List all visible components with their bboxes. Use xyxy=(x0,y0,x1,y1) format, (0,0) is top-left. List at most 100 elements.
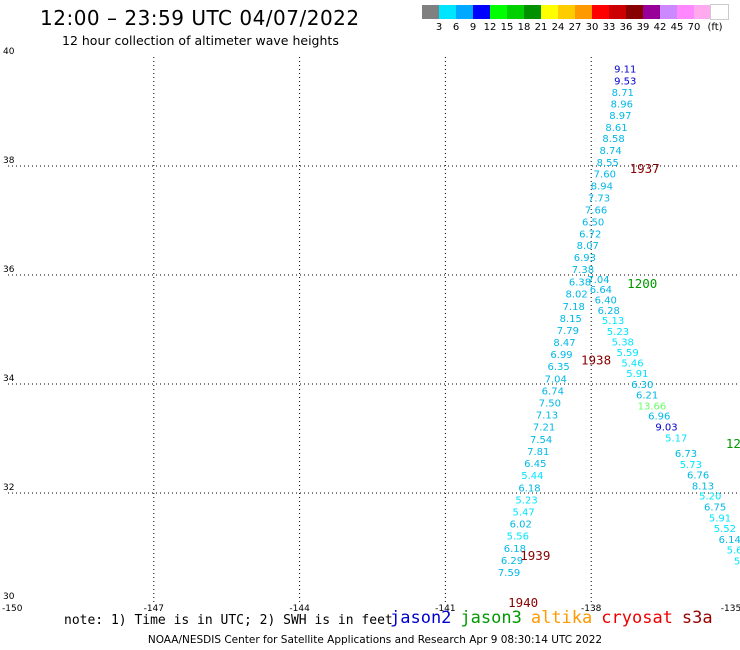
color-scale-label: 70 xyxy=(687,22,701,33)
footer-note: note: 1) Time is in UTC; 2) SWH is in fe… xyxy=(64,613,393,628)
color-scale-label: 9 xyxy=(469,22,477,33)
swh-value: 8.15 xyxy=(560,314,582,325)
satellite-name: s3a xyxy=(681,608,713,628)
color-swatch xyxy=(575,5,592,19)
y-tick-label: 40 xyxy=(3,47,15,57)
page-title: 12:00 – 23:59 UTC 04/07/2022 xyxy=(40,6,360,30)
color-swatch xyxy=(592,5,609,19)
color-swatch xyxy=(422,5,439,19)
swh-value: 5.23 xyxy=(607,327,629,338)
color-swatch xyxy=(643,5,660,19)
color-scale-label: 21 xyxy=(534,22,548,33)
swh-value: 8.74 xyxy=(600,146,622,157)
y-tick-label: 32 xyxy=(3,483,14,493)
color-scale-label: (ft) xyxy=(707,22,723,33)
page-subtitle: 12 hour collection of altimeter wave hei… xyxy=(62,33,339,48)
swh-value: 7.73 xyxy=(588,194,610,205)
credit-line: NOAA/NESDIS Center for Satellite Applica… xyxy=(147,634,603,646)
swh-value: 5.6 xyxy=(727,546,740,557)
pass-time-label: 1938 xyxy=(581,352,611,367)
color-scale-label: 15 xyxy=(500,22,514,33)
swh-value: 7.13 xyxy=(536,411,558,422)
swh-value: 8.13 xyxy=(692,481,714,492)
swh-value: 6.64 xyxy=(590,285,612,296)
chart-grid xyxy=(8,57,737,602)
swh-value: 5.91 xyxy=(709,514,731,525)
swh-value: 6.73 xyxy=(675,449,697,460)
axis-tick-labels: -150 -147 -144 -141 -138 -135 30 32 34 36 38 40 xyxy=(2,47,740,614)
swh-value: 6.02 xyxy=(510,520,532,531)
swh-value: 5.91 xyxy=(626,369,648,380)
color-swatch xyxy=(456,5,473,19)
swh-value: 6.40 xyxy=(595,296,617,307)
swh-value: 6.72 xyxy=(579,230,601,241)
y-tick-label: 34 xyxy=(3,374,15,384)
swh-value: 6.45 xyxy=(524,459,546,470)
swh-value: 5.73 xyxy=(680,460,702,471)
swh-value: 6.93 xyxy=(574,253,596,264)
track-1200-1201: 7.046.646.406.285.135.235.385.595.465.91… xyxy=(587,275,740,568)
swh-value: 6.99 xyxy=(550,350,572,361)
swh-value: 5 xyxy=(734,557,740,568)
swh-value: 7.79 xyxy=(557,326,579,337)
swh-value: 8.47 xyxy=(553,338,575,349)
swh-value: 8.96 xyxy=(611,99,633,110)
swh-value: 7.18 xyxy=(563,302,585,313)
color-swatch xyxy=(677,5,694,19)
swh-value: 8.02 xyxy=(565,290,587,301)
swh-value: 6.30 xyxy=(631,380,653,391)
color-scale-label: 27 xyxy=(568,22,582,33)
x-tick-label: -141 xyxy=(435,604,455,614)
color-swatch xyxy=(626,5,643,19)
color-swatch xyxy=(710,4,729,20)
swh-value: 13.66 xyxy=(638,401,667,412)
color-scale-label: 3 xyxy=(435,22,443,33)
swh-value: 8.55 xyxy=(597,158,619,169)
y-tick-label: 38 xyxy=(3,156,15,166)
swh-value: 6.74 xyxy=(542,387,564,398)
swh-value: 6.14 xyxy=(719,535,740,546)
swh-value: 6.29 xyxy=(501,556,523,567)
color-scale-bar xyxy=(422,4,729,20)
swh-value: 5.44 xyxy=(521,471,543,482)
color-swatch xyxy=(660,5,677,19)
swh-value: 6.76 xyxy=(687,470,709,481)
swh-value: 6.50 xyxy=(582,218,604,229)
swh-value: 5.17 xyxy=(665,433,687,444)
swh-value: 6.35 xyxy=(548,362,570,373)
swh-value: 8.61 xyxy=(605,123,627,134)
swh-value: 8.97 xyxy=(609,111,631,122)
swh-value: 8.94 xyxy=(591,182,613,193)
swh-value: 5.13 xyxy=(602,316,624,327)
y-tick-label: 30 xyxy=(3,592,15,602)
swh-value: 5.46 xyxy=(621,359,643,370)
x-tick-label: -135 xyxy=(721,604,740,614)
swh-value: 6.28 xyxy=(598,306,620,317)
pass-time-label: 1940 xyxy=(508,595,538,610)
color-scale-label: 18 xyxy=(517,22,531,33)
track-1937-1938: 9.119.538.718.968.978.618.588.748.557.60… xyxy=(498,64,636,579)
color-scale-label: 42 xyxy=(653,22,667,33)
swh-value: 5.20 xyxy=(699,492,721,503)
color-swatch xyxy=(507,5,524,19)
swh-value: 6.38 xyxy=(569,278,591,289)
swh-value: 6.96 xyxy=(648,412,670,423)
swh-value: 5.38 xyxy=(612,337,634,348)
color-scale-label: 6 xyxy=(452,22,460,33)
swh-value: 8.71 xyxy=(612,88,634,99)
color-scale-label: 33 xyxy=(602,22,616,33)
swh-value: 6.18 xyxy=(518,484,540,495)
swh-value: 7.66 xyxy=(585,206,607,217)
swh-tracks: 9.119.538.718.968.978.618.588.748.557.60… xyxy=(498,64,740,579)
x-tick-label: -150 xyxy=(2,604,23,614)
swh-value: 6.75 xyxy=(704,503,726,514)
swh-value: 6.21 xyxy=(636,390,658,401)
color-swatch xyxy=(439,5,456,19)
satellite-name: cryosat xyxy=(601,608,673,628)
color-scale-label: 39 xyxy=(636,22,650,33)
swh-value: 5.56 xyxy=(507,532,529,543)
swh-value: 9.53 xyxy=(614,76,636,87)
color-scale-label: 12 xyxy=(483,22,497,33)
color-swatch xyxy=(558,5,575,19)
pass-time-label: 1201 xyxy=(726,436,740,451)
